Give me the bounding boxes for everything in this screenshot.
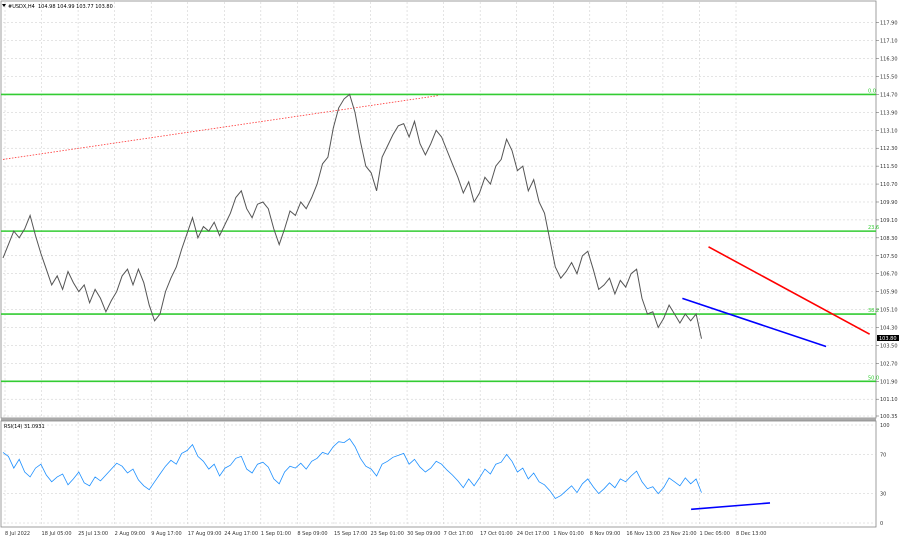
time-tick-label: 30 Sep 09:00	[407, 531, 440, 537]
rsi-tick-label: 30	[880, 492, 886, 498]
price-tick-label: 105.10	[880, 308, 898, 314]
rsi-grid	[3, 422, 876, 526]
price-tick-label: 105.90	[880, 290, 898, 296]
time-tick-label: 1 Sep 01:00	[261, 531, 291, 537]
time-tick-label: 8 Jul 2022	[5, 531, 30, 537]
price-tick-label: 113.90	[880, 110, 898, 116]
rsi-pane: 100 70 30 0 RSI(14) 31.0931	[0, 420, 890, 528]
current-price-box	[877, 335, 899, 341]
rsi-tick-label: 0	[880, 521, 883, 527]
time-tick-label: 18 Jul 05:00	[42, 531, 72, 537]
fib-level-label: 23.6	[868, 225, 879, 231]
rsi-tick-label: 70	[880, 452, 886, 458]
ohlc-readout: 104.98 104.99 103.77 103.80	[38, 4, 113, 10]
fibonacci-levels: 0.0 23.6 38.2 50.0	[1, 88, 879, 383]
price-tick-label: 110.70	[880, 182, 898, 188]
pane-separator[interactable]	[1, 418, 876, 421]
time-tick-label: 24 Oct 17:00	[517, 531, 550, 537]
rsi-axis: 100 70 30 0	[880, 423, 890, 527]
rsi-series-line	[2, 438, 702, 500]
time-tick-label: 23 Sep 01:00	[371, 531, 404, 537]
current-price-label: 103.80	[879, 336, 897, 342]
price-tick-label: 109.10	[880, 218, 898, 224]
price-tick-label: 116.30	[880, 57, 898, 63]
price-tick-label: 108.30	[880, 236, 898, 242]
price-tick-label: 114.70	[880, 92, 898, 98]
time-tick-label: 24 Aug 17:00	[224, 531, 258, 537]
price-tick-label: 104.30	[880, 325, 898, 331]
price-tick-label: 103.50	[880, 343, 898, 349]
time-tick-label: 23 Nov 21:00	[663, 531, 697, 537]
time-tick-label: 8 Sep 09:00	[297, 531, 327, 537]
rsi-trendlines	[691, 502, 771, 511]
dotted-fib-line	[2, 95, 439, 160]
time-tick-label: 1 Dec 05:00	[699, 531, 729, 537]
time-tick-label: 15 Sep 17:00	[334, 531, 367, 537]
fib-level-label: 38.2	[868, 308, 879, 314]
time-tick-label: 25 Jul 13:00	[78, 531, 108, 537]
rsi-support-line	[691, 502, 771, 511]
time-tick-label: 8 Dec 13:00	[736, 531, 766, 537]
price-tick-label: 109.90	[880, 200, 898, 206]
rsi-tick-label: 100	[880, 423, 890, 429]
time-tick-label: 17 Aug 09:00	[188, 531, 222, 537]
price-tick-label: 111.50	[880, 164, 898, 170]
collapse-triangle-icon[interactable]	[2, 4, 6, 7]
price-grid	[3, 2, 876, 417]
time-axis: 8 Jul 2022 18 Jul 05:00 25 Jul 13:00 2 Aug …	[5, 531, 766, 537]
price-tick-label: 100.35	[880, 414, 898, 420]
price-series-line	[2, 93, 702, 339]
fib-level-label: 0.0	[868, 88, 876, 94]
fib-level-label: 50.0	[868, 375, 879, 381]
price-tick-label: 112.30	[880, 146, 898, 152]
price-pane: 0.0 23.6 38.2 50.0 117.90 117.10 116.30 115.50…	[0, 0, 899, 420]
time-tick-label: 8 Nov 09:00	[590, 531, 621, 537]
price-tick-label: 101.10	[880, 397, 898, 403]
time-tick-label: 17 Oct 01:00	[480, 531, 513, 537]
blue-support-line	[682, 297, 827, 348]
price-tick-label: 106.70	[880, 272, 898, 278]
rsi-pane-frame	[0, 420, 877, 528]
time-tick-label: 1 Nov 01:00	[553, 531, 584, 537]
time-tick-label: 7 Oct 17:00	[444, 531, 473, 537]
symbol-label: #USDX,H4	[8, 4, 35, 10]
time-tick-label: 2 Aug 09:00	[115, 531, 146, 537]
red-resistance-line	[708, 246, 871, 335]
rsi-indicator-label: RSI(14) 31.0931	[4, 424, 45, 430]
price-tick-label: 113.10	[880, 128, 898, 134]
price-tick-label: 102.70	[880, 361, 898, 367]
price-tick-label: 107.50	[880, 254, 898, 260]
price-tick-label: 117.10	[880, 39, 898, 45]
price-axis: 117.90 117.10 116.30 115.50 114.70 113.90 113.…	[876, 21, 898, 420]
price-trendlines	[2, 95, 871, 348]
price-tick-label: 115.50	[880, 75, 898, 81]
time-tick-label: 9 Aug 17:00	[151, 531, 182, 537]
price-tick-label: 101.90	[880, 379, 898, 385]
price-tick-label: 117.90	[880, 21, 898, 27]
time-tick-label: 16 Nov 13:00	[626, 531, 660, 537]
